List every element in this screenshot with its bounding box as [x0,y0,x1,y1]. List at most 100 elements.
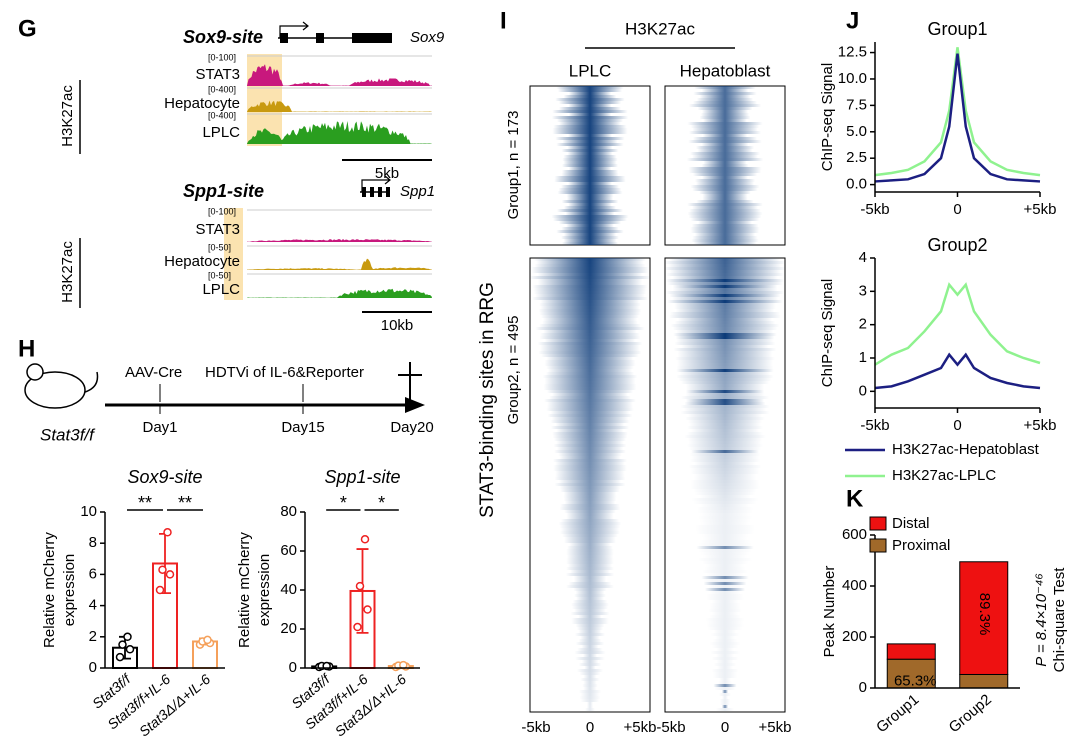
heatmap-row [560,519,620,522]
heatmap-row [705,564,745,567]
error-bar [356,548,369,634]
heatmap-row [702,537,748,540]
heatmap-row [567,146,613,149]
scale-label: 10kb [381,317,414,334]
mouse-tail [84,371,99,393]
heatmap-row [697,558,753,561]
heatmap-row [685,387,765,390]
heatmap-row [579,696,601,699]
heatmap-row [566,513,614,516]
heatmap-row [553,438,627,441]
heatmap-row [554,176,626,179]
timeline-arrow [405,397,425,413]
heatmap-row [555,474,625,477]
heatmap-row [549,396,631,399]
track-range: [0-50] [208,270,231,280]
heatmap-row [672,288,778,291]
heatmap-row [698,540,752,543]
heatmap-row [664,261,786,264]
heatmap-row [683,408,767,411]
heatmap-row [546,408,634,411]
heatmap-row [534,258,646,261]
heatmap-row [678,378,772,381]
heatmap-row [585,708,595,711]
heatmap-row [576,627,604,630]
heatmap-row [681,396,769,399]
x-tick-label: +5kb [759,719,792,736]
heatmap-row [568,182,612,185]
column-label: LPLC [569,61,612,80]
heatmap-row [690,468,760,471]
heatmap-row [713,630,737,633]
heatmap-row [535,294,645,297]
heatmap-row [545,372,635,375]
heatmap-row [693,477,757,480]
heatmap-row [574,633,606,636]
track-name: STAT3 [196,221,240,238]
group-label: Group2, n = 495 [505,316,522,425]
y-tick-label: 0 [859,382,867,399]
heatmap-row [687,122,763,125]
x-tick-label: -5kb [656,719,685,736]
heatmap-row [568,167,612,170]
y-tick-label: 2.5 [846,149,867,166]
heatmap-row [667,282,783,285]
group-label: Group1, n = 173 [505,111,522,220]
y-tick-label: 2 [89,628,97,645]
heatmap-row [560,504,620,507]
y-axis-label: Relative mCherry [41,532,58,648]
heatmap-row [688,104,762,107]
heatmap-row [565,573,615,576]
heatmap-row [718,693,732,696]
heatmap-row [571,621,609,624]
heatmap-row [713,663,737,666]
heatmap-row [584,666,596,669]
heatmap-row [716,648,734,651]
track-range: [0-400] [208,110,236,120]
heatmap-row [687,426,763,429]
heatmap-row [564,206,616,209]
heatmap-row [685,399,765,402]
heatmap-row [666,279,784,282]
heatmap-row [688,420,762,423]
heatmap-row [556,143,624,146]
heatmap-row [564,537,616,540]
x-tick-label: 0 [721,719,729,736]
heatmap-row [561,173,619,176]
heatmap-row [555,98,625,101]
heatmap-row [568,582,612,585]
heatmap-row [690,483,760,486]
heatmap-row [680,381,770,384]
heatmap-row [695,146,755,149]
heatmap-row [672,285,778,288]
heatmap-row [566,516,614,519]
heatmap-row [564,501,616,504]
heatmap-row [542,375,638,378]
heatmap-row [692,155,758,158]
x-tick-label: 0 [953,201,961,218]
heatmap-row [564,540,616,543]
heatmap-row [712,672,738,675]
y-tick-label: 80 [280,503,297,520]
heatmap-row [671,297,779,300]
heatmap-row [711,600,739,603]
y-axis-label: ChIP-seq Signal [819,63,836,171]
heatmap-row [688,140,762,143]
signal-track [247,288,432,298]
heatmap-row [687,414,763,417]
heatmap-row [690,486,760,489]
heatmap-row [668,264,782,267]
heatmap-row [719,678,731,681]
y-tick-label: 8 [89,534,97,551]
heatmap-row [689,209,761,212]
heatmap-row [688,131,762,134]
x-tick-label: Stat3Δ/Δ+IL-6 [136,671,214,740]
heatmap-row [571,618,609,621]
group-label: H3K27ac [59,241,76,303]
heatmap-row [552,393,628,396]
heatmap-row [573,576,607,579]
heatmap-row [536,261,644,264]
heatmap-row [712,675,738,678]
note: P = 8.4×10⁻⁴⁶ [1033,573,1050,666]
panel-letter: K [846,485,864,512]
